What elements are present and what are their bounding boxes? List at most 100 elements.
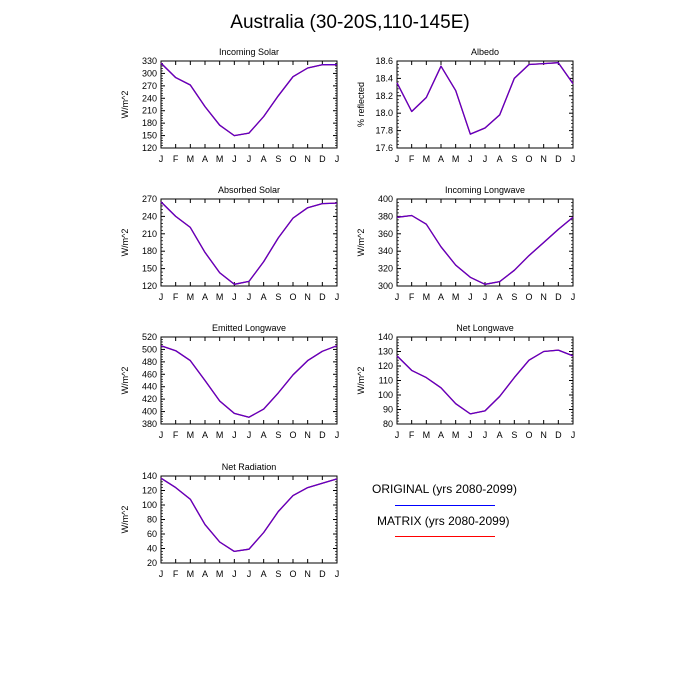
panel-5-ytick-label: 520	[142, 332, 157, 342]
panel-4-xtick-label: M	[452, 292, 460, 302]
legend-matrix-line	[395, 536, 495, 537]
panel-4-xtick-label: J	[468, 292, 473, 302]
panel-6-xtick-label: F	[409, 430, 415, 440]
panel-1-xtick-label: M	[187, 154, 195, 164]
panel-6-ylabel: W/m^2	[356, 367, 366, 395]
panel-2-xtick-label: J	[483, 154, 488, 164]
panel-3-ytick-label: 150	[142, 264, 157, 274]
panel-5-ytick-label: 440	[142, 382, 157, 392]
panel-7-xtick-label: N	[304, 569, 311, 579]
panel-5-xtick-label: A	[202, 430, 208, 440]
panel-2-xtick-label: N	[540, 154, 547, 164]
panel-4-xtick-label: O	[525, 292, 532, 302]
panel-1-xtick-label: J	[232, 154, 237, 164]
legend-original-line	[395, 505, 495, 506]
panel-4-xtick-label: D	[555, 292, 562, 302]
panel-1-ytick-label: 150	[142, 131, 157, 141]
panel-7-xtick-label: A	[202, 569, 208, 579]
panel-3-xtick-label: J	[247, 292, 252, 302]
panel-1-xtick-label: S	[275, 154, 281, 164]
panel-5-xtick-label: N	[304, 430, 311, 440]
panel-4-frame	[396, 198, 574, 287]
panel-6-xtick-label: J	[395, 430, 400, 440]
panel-5-series-matrix	[160, 345, 338, 418]
panel-1-ytick-label: 240	[142, 93, 157, 103]
panel-6-xtick-label: J	[571, 430, 576, 440]
panel-7-ytick-label: 20	[147, 558, 157, 568]
panel-6-ytick-label: 120	[378, 361, 393, 371]
legend-original-label: ORIGINAL (yrs 2080-2099)	[372, 482, 517, 496]
panel-7-title: Net Radiation	[222, 462, 277, 472]
panel-6-ytick-label: 110	[379, 376, 393, 386]
panel-6-xtick-label: J	[468, 430, 473, 440]
panel-7-xtick-label: J	[335, 569, 340, 579]
panel-4-xtick-label: J	[395, 292, 400, 302]
panel-1-ylabel: W/m^2	[120, 91, 130, 119]
panel-2-frame	[396, 60, 574, 149]
panel-6-series-matrix	[396, 349, 574, 415]
panel-1-series-original	[160, 62, 337, 137]
panel-3-ylabel: W/m^2	[120, 229, 130, 257]
panel-3-ytick-label: 240	[142, 211, 157, 221]
panel-3-xtick-label: J	[159, 292, 164, 302]
panel-5-xtick-label: S	[275, 430, 281, 440]
panel-2-xtick-label: M	[452, 154, 460, 164]
panel-1-ytick-label: 330	[142, 56, 157, 66]
panel-7-series-matrix	[160, 477, 338, 553]
panel-7-xtick-label: D	[319, 569, 326, 579]
panel-6-xtick-label: O	[525, 430, 532, 440]
legend-matrix-label: MATRIX (yrs 2080-2099)	[377, 514, 510, 528]
panel-5-xtick-label: M	[216, 430, 224, 440]
panel-4-ytick-label: 380	[378, 211, 393, 221]
panel-3-xtick-label: A	[202, 292, 208, 302]
panel-1-ytick-label: 210	[142, 106, 157, 116]
panel-1-ytick-label: 180	[142, 118, 157, 128]
panel-4-series-original	[396, 214, 574, 285]
panel-7-series-original	[160, 477, 338, 553]
panel-7-ylabel: W/m^2	[120, 506, 130, 534]
panel-3-xtick-label: J	[232, 292, 237, 302]
panel-2-xtick-label: A	[497, 154, 503, 164]
panel-7-xtick-label: S	[275, 569, 281, 579]
panel-1-xtick-label: O	[289, 154, 296, 164]
panel-3-series-original	[160, 201, 338, 285]
panel-3-ytick-label: 120	[142, 281, 157, 291]
panel-5-xtick-label: M	[187, 430, 195, 440]
panel-4-xtick-label: A	[497, 292, 503, 302]
panel-1-xtick-label: N	[304, 154, 311, 164]
panel-2-series-original	[396, 62, 574, 135]
panel-2-ytick-label: 17.8	[375, 126, 393, 136]
panel-5-ylabel: W/m^2	[120, 367, 130, 395]
panel-4-xtick-label: A	[438, 292, 444, 302]
panel-6-xtick-label: S	[511, 430, 517, 440]
panel-4-ytick-label: 340	[378, 246, 393, 256]
panel-3-xtick-label: M	[187, 292, 195, 302]
panel-1-xtick-label: J	[159, 154, 164, 164]
panel-1-ytick-label: 300	[142, 68, 157, 78]
panel-5-xtick-label: A	[261, 430, 267, 440]
panel-2-xtick-label: A	[438, 154, 444, 164]
panel-1-xtick-label: J	[247, 154, 252, 164]
panel-3-xtick-label: S	[275, 292, 281, 302]
panel-7-ytick-label: 80	[147, 515, 157, 525]
panel-5-xtick-label: J	[232, 430, 237, 440]
panel-2-title: Albedo	[471, 47, 499, 57]
panel-5-title: Emitted Longwave	[212, 323, 286, 333]
panel-5-ytick-label: 420	[142, 394, 157, 404]
panel-3-xtick-label: D	[319, 292, 326, 302]
panel-4-xtick-label: N	[540, 292, 547, 302]
panel-3-ytick-label: 180	[142, 246, 157, 256]
panel-6-xtick-label: J	[483, 430, 488, 440]
panel-1-xtick-label: M	[216, 154, 224, 164]
panel-4-xtick-label: F	[409, 292, 415, 302]
panel-3-ytick-label: 210	[142, 229, 157, 239]
panel-5-xtick-label: J	[335, 430, 340, 440]
panel-2-ylabel: % reflected	[356, 82, 366, 127]
panel-2-ytick-label: 18.4	[375, 73, 393, 83]
panel-2-series-matrix	[396, 62, 574, 135]
panel-7-xtick-label: M	[187, 569, 195, 579]
panel-6-xtick-label: D	[555, 430, 562, 440]
panel-1-title: Incoming Solar	[219, 47, 279, 57]
panel-6-title: Net Longwave	[456, 323, 514, 333]
